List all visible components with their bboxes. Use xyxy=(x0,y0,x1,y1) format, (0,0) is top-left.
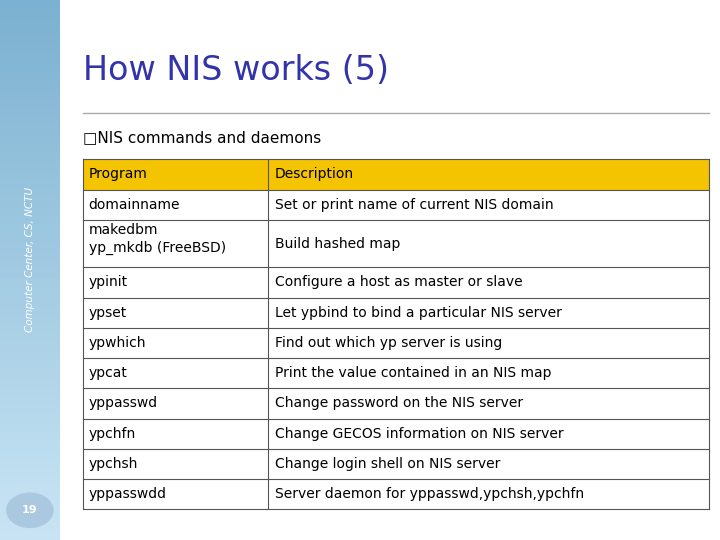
Bar xyxy=(0,441,60,450)
Bar xyxy=(0,459,60,468)
Bar xyxy=(0,9,60,18)
Circle shape xyxy=(6,492,53,528)
Bar xyxy=(83,358,709,388)
Bar xyxy=(0,27,60,36)
Bar xyxy=(0,207,60,216)
Bar xyxy=(0,90,60,99)
Bar xyxy=(83,418,709,449)
Text: yppasswd: yppasswd xyxy=(89,396,158,410)
Bar xyxy=(0,135,60,144)
Bar xyxy=(0,315,60,324)
Text: Change password on the NIS server: Change password on the NIS server xyxy=(275,396,523,410)
Bar xyxy=(0,108,60,117)
Bar xyxy=(0,405,60,414)
Bar xyxy=(0,288,60,297)
Bar xyxy=(0,99,60,108)
Bar xyxy=(0,342,60,351)
Bar xyxy=(0,477,60,486)
Text: ypinit: ypinit xyxy=(89,275,127,289)
Text: Change login shell on NIS server: Change login shell on NIS server xyxy=(275,457,500,471)
Bar xyxy=(0,450,60,459)
Bar xyxy=(0,279,60,288)
Text: Let ypbind to bind a particular NIS server: Let ypbind to bind a particular NIS serv… xyxy=(275,306,562,320)
Text: yp_mkdb (FreeBSD): yp_mkdb (FreeBSD) xyxy=(89,241,225,255)
Bar xyxy=(83,388,709,418)
Text: Server daemon for yppasswd,ypchsh,ypchfn: Server daemon for yppasswd,ypchsh,ypchfn xyxy=(275,487,584,501)
Bar xyxy=(0,531,60,540)
Text: How NIS works (5): How NIS works (5) xyxy=(83,53,389,87)
Bar xyxy=(83,190,709,220)
Text: ypchfn: ypchfn xyxy=(89,427,136,441)
Bar xyxy=(0,243,60,252)
Bar xyxy=(83,220,709,267)
Text: yppasswdd: yppasswdd xyxy=(89,487,166,501)
Bar xyxy=(0,378,60,387)
Bar xyxy=(0,423,60,432)
Bar xyxy=(0,360,60,369)
Text: ypwhich: ypwhich xyxy=(89,336,146,350)
Bar xyxy=(0,432,60,441)
Text: makedbm: makedbm xyxy=(89,223,158,237)
Bar xyxy=(83,328,709,358)
Bar xyxy=(0,234,60,243)
Bar xyxy=(0,270,60,279)
Bar xyxy=(0,351,60,360)
Text: Change GECOS information on NIS server: Change GECOS information on NIS server xyxy=(275,427,564,441)
Bar xyxy=(0,162,60,171)
Bar xyxy=(83,159,709,190)
Bar xyxy=(0,54,60,63)
Bar xyxy=(0,198,60,207)
Text: domainname: domainname xyxy=(89,198,180,212)
Bar xyxy=(0,504,60,513)
Text: ypcat: ypcat xyxy=(89,366,127,380)
Bar xyxy=(0,0,60,9)
Bar xyxy=(0,396,60,405)
Text: □NIS commands and daemons: □NIS commands and daemons xyxy=(83,130,321,145)
Bar xyxy=(0,45,60,54)
Bar xyxy=(0,486,60,495)
Bar xyxy=(0,387,60,396)
Bar xyxy=(0,252,60,261)
Bar xyxy=(0,261,60,270)
Bar xyxy=(0,495,60,504)
Bar xyxy=(0,513,60,522)
Bar xyxy=(0,324,60,333)
Text: ypchsh: ypchsh xyxy=(89,457,138,471)
Bar xyxy=(0,225,60,234)
Bar xyxy=(0,522,60,531)
Bar xyxy=(0,189,60,198)
Bar xyxy=(0,216,60,225)
Bar xyxy=(0,333,60,342)
Text: Configure a host as master or slave: Configure a host as master or slave xyxy=(275,275,523,289)
Bar xyxy=(0,414,60,423)
Bar xyxy=(0,306,60,315)
Text: ypset: ypset xyxy=(89,306,127,320)
Bar xyxy=(0,468,60,477)
Bar xyxy=(83,479,709,509)
Bar xyxy=(83,449,709,479)
Bar xyxy=(0,180,60,189)
Bar xyxy=(0,81,60,90)
Text: Print the value contained in an NIS map: Print the value contained in an NIS map xyxy=(275,366,552,380)
Bar xyxy=(83,267,709,298)
Bar xyxy=(0,72,60,81)
Text: Program: Program xyxy=(89,167,148,181)
Text: Computer Center, CS, NCTU: Computer Center, CS, NCTU xyxy=(25,187,35,332)
Bar xyxy=(0,369,60,378)
Bar xyxy=(0,63,60,72)
Bar xyxy=(0,297,60,306)
Text: Find out which yp server is using: Find out which yp server is using xyxy=(275,336,502,350)
Bar xyxy=(0,117,60,126)
Bar xyxy=(0,18,60,27)
Bar xyxy=(83,298,709,328)
Bar xyxy=(0,171,60,180)
Bar xyxy=(0,144,60,153)
Bar xyxy=(0,36,60,45)
Text: Description: Description xyxy=(275,167,354,181)
Text: Set or print name of current NIS domain: Set or print name of current NIS domain xyxy=(275,198,554,212)
Text: Build hashed map: Build hashed map xyxy=(275,237,400,251)
Bar xyxy=(0,153,60,162)
Text: 19: 19 xyxy=(22,505,37,515)
Bar xyxy=(0,126,60,135)
